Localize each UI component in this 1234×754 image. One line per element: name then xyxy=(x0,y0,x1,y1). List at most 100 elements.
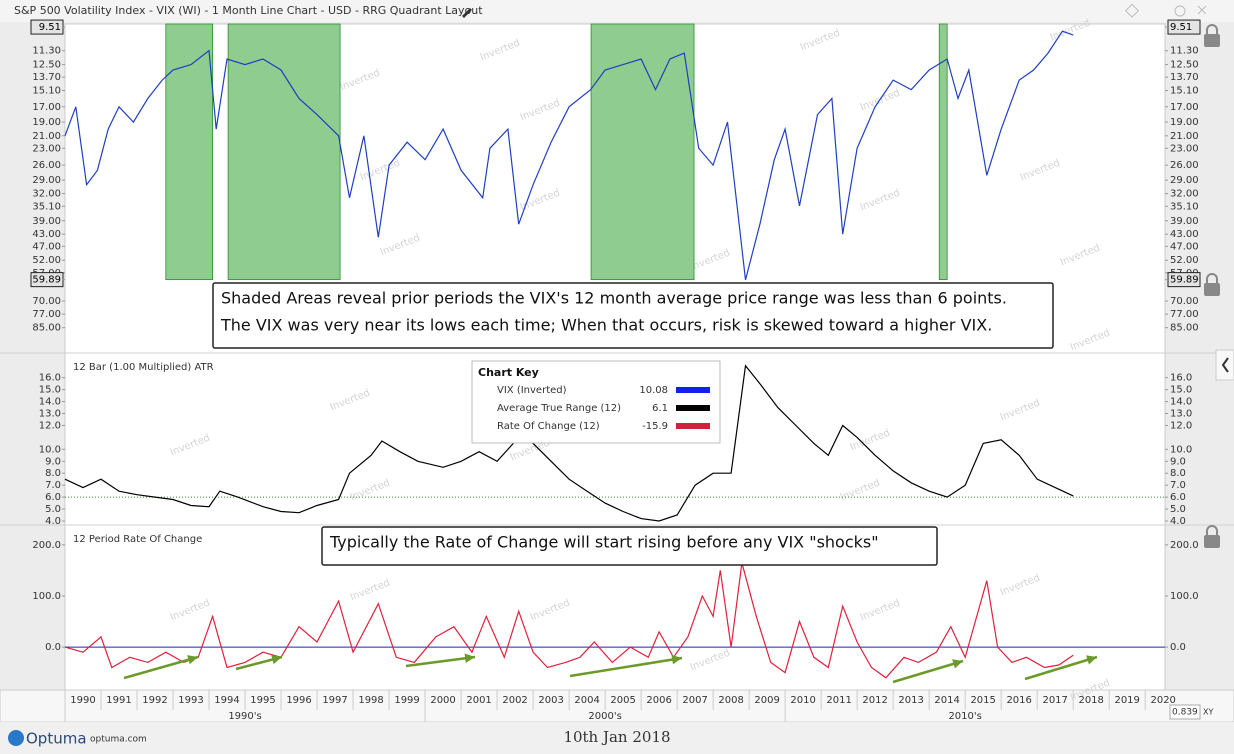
y-tick-label: 29.00 xyxy=(1170,175,1199,186)
y-tick-label: 200.0 xyxy=(32,540,61,551)
y-tick-label: 13.0 xyxy=(39,409,61,420)
y-tick-label: 59.89 xyxy=(1170,275,1199,286)
lock-shackles xyxy=(1206,24,1218,535)
y-tick-label: 12.0 xyxy=(39,420,61,431)
trend-arrow-head xyxy=(271,654,282,665)
y-tick-label: 100.0 xyxy=(1170,591,1199,602)
y-tick-label: 11.30 xyxy=(32,46,61,57)
x-tick-label: 1996 xyxy=(286,695,311,706)
y-tick-label: 7.0 xyxy=(1170,480,1186,491)
x-tick-label: 2000 xyxy=(430,695,455,706)
x-tick-label: 1992 xyxy=(142,695,167,706)
side-tab-arrow xyxy=(1221,357,1229,373)
y-tick-label: 35.10 xyxy=(1170,201,1199,212)
edit-icon[interactable] xyxy=(462,8,472,18)
y-tick-label: 16.0 xyxy=(1170,373,1192,384)
y-tick-label: 77.00 xyxy=(1170,309,1199,320)
annotation-text: The VIX was very near its lows each time… xyxy=(220,316,992,335)
y-tick-label: 59.89 xyxy=(32,275,61,286)
y-tick-label: 21.00 xyxy=(32,131,61,142)
x-tick-label: 2017 xyxy=(1042,695,1067,706)
y-tick-label: 23.00 xyxy=(1170,143,1199,154)
x-tick-label: 2009 xyxy=(754,695,779,706)
x-tick-label: 2020 xyxy=(1150,695,1175,706)
y-tick-label: 9.51 xyxy=(39,22,61,33)
x-tick-label: 1991 xyxy=(106,695,131,706)
decade-label: 1990's xyxy=(228,711,261,722)
y-tick-label: 5.0 xyxy=(1170,504,1186,515)
y-tick-label: 5.0 xyxy=(45,504,61,515)
y-tick-label: 15.10 xyxy=(1170,86,1199,97)
x-tick-label: 2008 xyxy=(718,695,743,706)
x-tick-label: 2003 xyxy=(538,695,563,706)
y-tick-label: 43.00 xyxy=(1170,229,1199,240)
y-tick-label: 23.00 xyxy=(32,143,61,154)
y-tick-label: 17.00 xyxy=(32,102,61,113)
y-tick-label: 9.0 xyxy=(45,456,61,467)
y-tick-label: 19.00 xyxy=(1170,117,1199,128)
side-tab[interactable] xyxy=(1215,349,1234,381)
trend-arrow xyxy=(892,659,964,684)
x-tick-label: 1994 xyxy=(214,695,239,706)
shackle xyxy=(1206,24,1218,34)
legend-name: VIX (Inverted) xyxy=(497,385,567,396)
y-tick-label: 6.0 xyxy=(1170,492,1186,503)
annotation-box xyxy=(212,282,1054,349)
logo xyxy=(8,730,24,746)
trend-arrow-head xyxy=(952,659,963,669)
y-tick-label: 52.00 xyxy=(1170,255,1199,266)
annotation-text: Shaded Areas reveal prior periods the VI… xyxy=(221,289,1007,308)
y-tick-label: 4.0 xyxy=(1170,516,1186,527)
scale-box[interactable] xyxy=(1169,704,1201,720)
y-tick-label: 29.00 xyxy=(32,175,61,186)
y-tick-label: 12.50 xyxy=(1170,60,1199,71)
trend-arrow xyxy=(1024,655,1098,681)
y-tick-label: 13.70 xyxy=(1170,72,1199,83)
y-tick-label: 85.00 xyxy=(32,323,61,334)
legend-value: -15.9 xyxy=(642,421,668,432)
y-tick-label: 100.0 xyxy=(32,591,61,602)
legend-value: 10.08 xyxy=(639,385,668,396)
trend-arrow xyxy=(405,655,476,668)
y-tick-label: 9.51 xyxy=(1170,22,1192,33)
x-tick-label: 1998 xyxy=(358,695,383,706)
annotation-text: Typically the Rate of Change will start … xyxy=(329,533,879,552)
x-tick-label: 1999 xyxy=(394,695,419,706)
shackle xyxy=(1206,525,1218,535)
y-tick-label: 12.0 xyxy=(1170,420,1192,431)
x-tick-label: 2004 xyxy=(574,695,599,706)
x-tick-label: 1997 xyxy=(322,695,347,706)
trend-arrow xyxy=(123,655,199,680)
close-icon[interactable] xyxy=(1197,5,1207,15)
shaded-range xyxy=(165,23,214,281)
x-tick-label: 2015 xyxy=(970,695,995,706)
decade-label: 2000's xyxy=(588,711,621,722)
y-tick-label: 14.0 xyxy=(39,397,61,408)
mode[interactable]: XY xyxy=(1203,708,1213,717)
icon[interactable] xyxy=(1124,3,1140,18)
legend-name: Average True Range (12) xyxy=(497,403,621,414)
x-tick-label: 2013 xyxy=(898,695,923,706)
y-tick-label: 17.00 xyxy=(1170,102,1199,113)
lock[interactable] xyxy=(1204,535,1220,548)
trend-arrow-head xyxy=(187,655,198,665)
x-tick-label: 1990 xyxy=(70,695,95,706)
annotation-box xyxy=(321,526,938,566)
y-tick-label: 13.70 xyxy=(32,72,61,83)
lock[interactable] xyxy=(1204,283,1220,296)
series-line xyxy=(64,562,1074,679)
shackle xyxy=(1206,273,1218,283)
x-tick-label: 1993 xyxy=(178,695,203,706)
y-tick-label: 39.00 xyxy=(32,216,61,227)
x-tick-label: 2005 xyxy=(610,695,635,706)
y-tick-label: 6.0 xyxy=(45,492,61,503)
y-tick-label: 8.0 xyxy=(1170,468,1186,479)
y-tick-label: 15.0 xyxy=(39,385,61,396)
x-tick-label: 2002 xyxy=(502,695,527,706)
lock[interactable] xyxy=(1204,34,1220,47)
trend-arrow-head xyxy=(464,653,475,664)
shaded-range xyxy=(227,23,341,281)
y-tick-label: 16.0 xyxy=(39,373,61,384)
icon[interactable] xyxy=(1174,5,1186,17)
legend-swatch xyxy=(676,405,710,411)
